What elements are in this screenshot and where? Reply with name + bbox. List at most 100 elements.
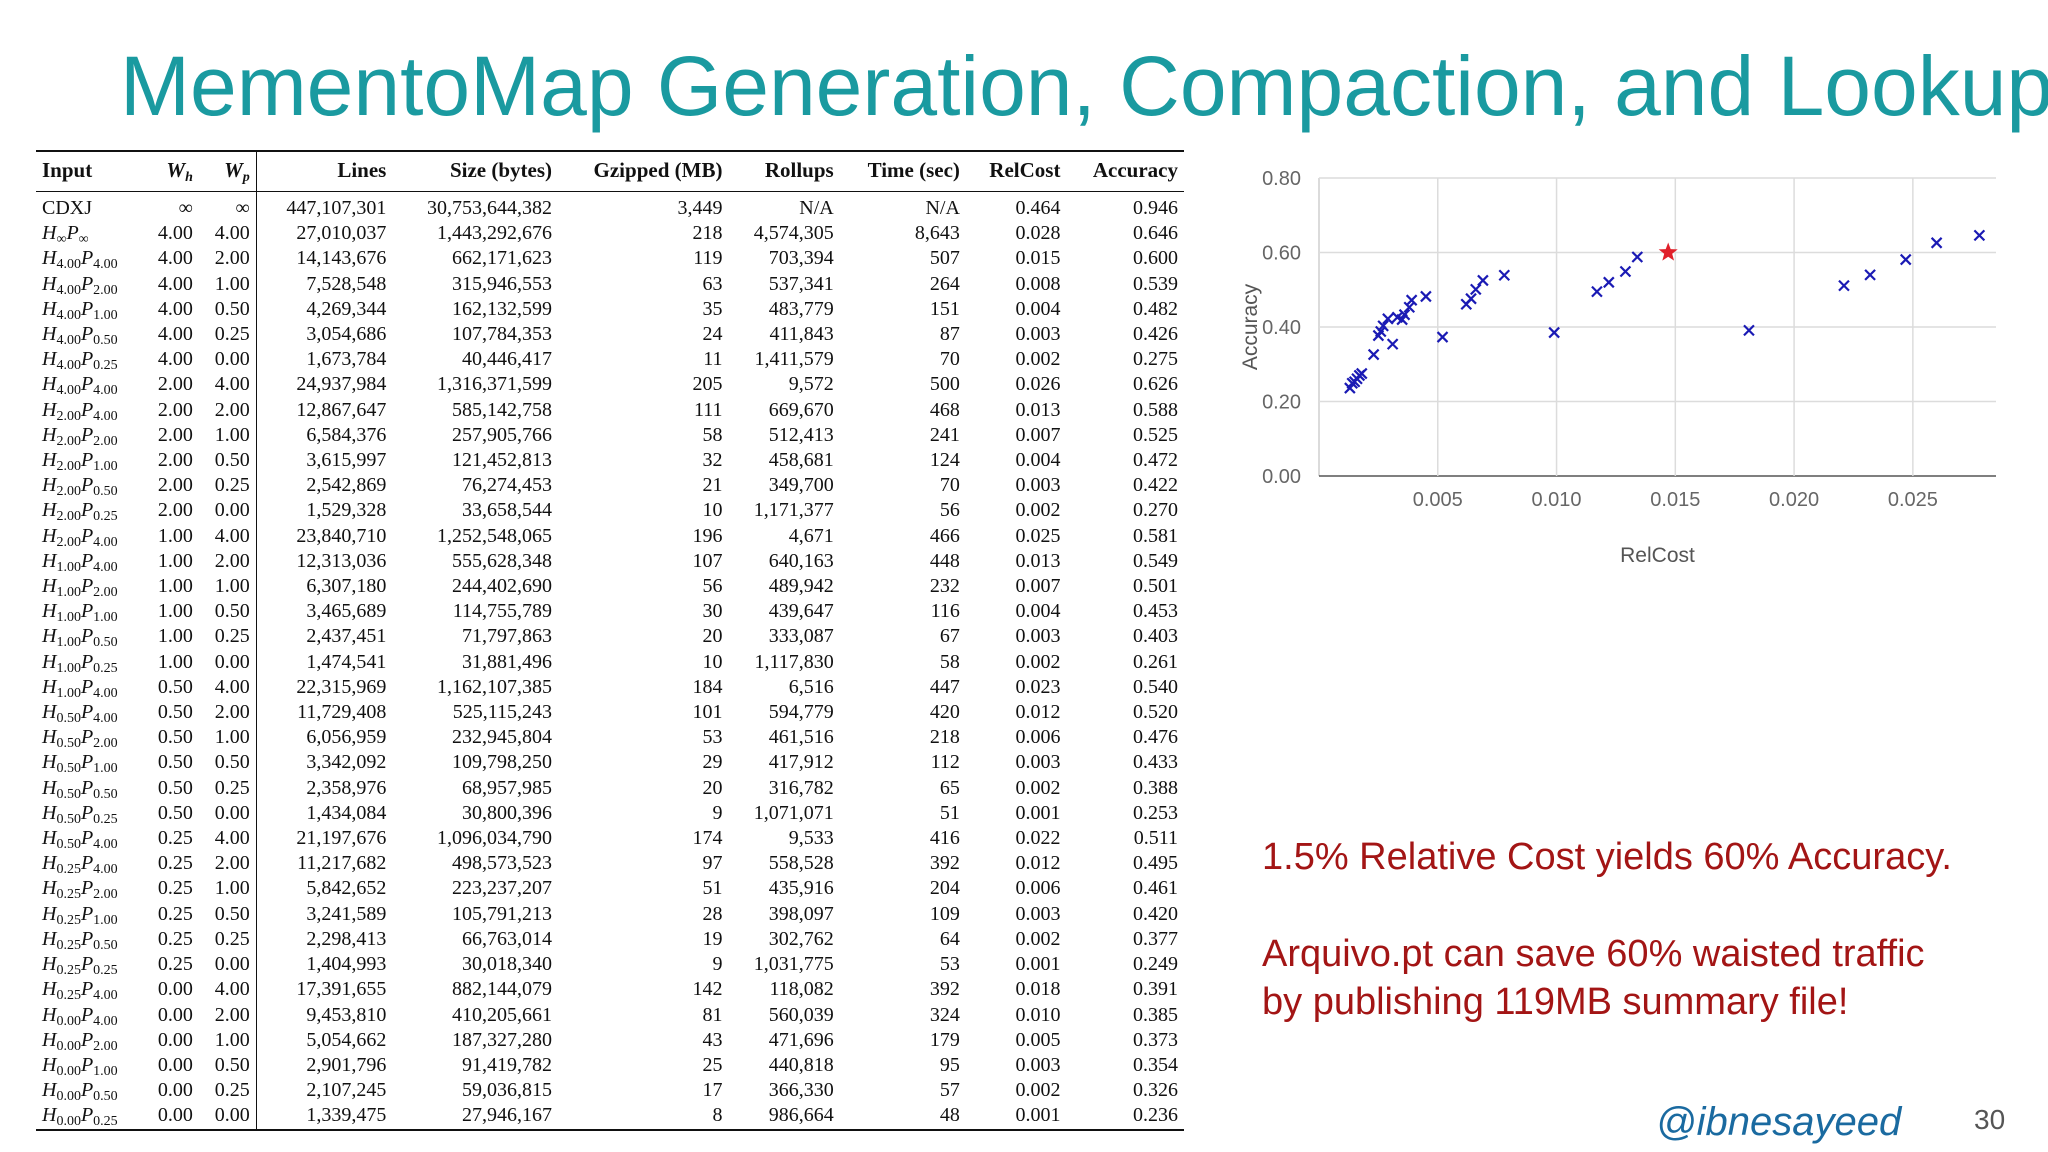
table-cell-wp: 4.00	[198, 523, 257, 549]
table-row: H2.00P4.00 1.00 4.00 23,840,710 1,252,548,06…	[36, 523, 1184, 549]
table-cell-wp: 2.00	[198, 548, 257, 575]
table-cell-input: H1.00P1.00	[36, 599, 142, 625]
input-subscript-p: 4.00	[93, 837, 118, 853]
table-cell-wp: 0.25	[198, 926, 257, 953]
input-symbol-p: P	[80, 827, 94, 850]
table-cell-size: 109,798,250	[452, 751, 553, 774]
data-point	[1372, 329, 1385, 342]
table-cell-rollups: 1,071,071	[753, 801, 834, 824]
table-cell-lines: 11,729,408	[297, 701, 387, 724]
table-cell-wp: 1.00	[198, 876, 257, 902]
table-row: H0.00P2.00 0.00 1.00 5,054,662 187,327,280 43…	[36, 1027, 1184, 1053]
table-cell-accuracy: 0.388	[1133, 776, 1178, 799]
x-tick-label: 0.020	[1769, 489, 1819, 511]
table-cell-lines: 1,673,784	[306, 348, 387, 371]
table-cell-rollups: 411,843	[769, 323, 834, 346]
input-subscript-h: 4.00	[56, 358, 81, 374]
table-cell-rollups: 417,912	[768, 751, 834, 774]
input-subscript-h: 0.50	[56, 736, 81, 752]
input-symbol-p: P	[80, 625, 94, 648]
input-symbol-h: H	[42, 323, 57, 346]
input-subscript-p: 0.25	[93, 811, 118, 827]
input-symbol-h: H	[42, 449, 57, 472]
table-cell-lines: 1,529,328	[306, 499, 387, 522]
input-symbol-p: P	[80, 877, 94, 900]
table-cell-time: 392	[929, 852, 960, 875]
table-cell-input: H0.50P0.25	[36, 801, 142, 827]
table-cell-wp: 0.00	[198, 1103, 257, 1131]
input-subscript-h: 1.00	[56, 559, 81, 575]
table-cell-rollups: 986,664	[728, 1103, 840, 1131]
table-cell-wh: 0.00	[157, 1003, 193, 1026]
data-point	[1386, 338, 1399, 350]
table-cell-rollups: 461,516	[768, 726, 834, 749]
table-cell-input: H1.00P4.00	[36, 675, 142, 701]
table-cell-wh: 0.50	[157, 701, 193, 724]
table-cell-wh: 1.00	[157, 549, 193, 572]
table-cell-size: 91,419,782	[462, 1053, 553, 1076]
table-cell-size: 232,945,804	[452, 726, 553, 749]
table-cell-gzipped: 10	[702, 650, 723, 673]
table-cell-accuracy: 0.511	[1133, 827, 1178, 850]
input-symbol-p: P	[80, 323, 94, 346]
input-symbol-p: P	[80, 474, 94, 497]
input-subscript-h: 0.25	[56, 963, 81, 979]
data-point	[1973, 229, 1986, 242]
table-cell-relcost: 0.006	[1015, 877, 1061, 900]
table-cell-relcost: 0.004	[1015, 600, 1061, 623]
table-cell-time: 70	[939, 348, 960, 371]
input-symbol-p: P	[80, 1104, 94, 1127]
table-row: H0.50P4.00 0.25 4.00 21,197,676 1,096,034,79…	[36, 826, 1184, 853]
table-cell-size: 33,658,544	[462, 499, 553, 522]
data-point	[1405, 294, 1418, 306]
table-cell-input: H0.00P1.00	[36, 1053, 142, 1079]
table-cell-wh: 2.00	[157, 474, 193, 497]
table-cell-relcost: 0.018	[1015, 978, 1061, 1001]
table-cell-relcost: 0.002	[1015, 499, 1061, 522]
input-subscript-h: 0.50	[56, 711, 81, 727]
col-accuracy: Accuracy	[1066, 150, 1184, 192]
table-cell-time: 53	[939, 953, 960, 976]
table-cell-relcost: 0.003	[1015, 625, 1061, 648]
col-wh-label: W	[166, 158, 186, 182]
input-symbol-h: H	[42, 827, 57, 850]
table-cell-time: 151	[929, 297, 960, 320]
table-cell-rollups: 333,087	[768, 625, 834, 648]
table-cell-gzipped: 184	[692, 675, 723, 698]
input-subscript-h: 4.00	[56, 257, 81, 273]
input-subscript-p: 4.00	[93, 711, 118, 727]
input-subscript-h: 2.00	[56, 408, 81, 424]
table-cell-wp: 2.00	[198, 700, 257, 726]
table-cell-time: 58	[939, 650, 960, 673]
table-cell-wh: 0.25	[157, 902, 193, 925]
table-cell-relcost: 0.010	[1015, 1003, 1061, 1026]
input-label: CDXJ	[42, 197, 93, 219]
table-cell-gzipped: 58	[702, 423, 723, 446]
input-symbol-p: P	[80, 1053, 94, 1076]
input-subscript-p: 1.00	[93, 307, 118, 323]
table-cell-relcost: 0.015	[1015, 247, 1061, 270]
table-cell-gzipped: 142	[692, 978, 723, 1001]
table-cell-accuracy: 0.946	[1133, 197, 1178, 219]
input-subscript-h: 0.25	[56, 862, 81, 878]
table-cell-lines: 1,404,993	[306, 953, 387, 976]
input-subscript-h: 0.25	[56, 912, 81, 928]
table-cell-wp: 0.50	[198, 296, 257, 323]
x-tick-label: 0.010	[1532, 489, 1582, 511]
table-cell-rollups: 1,117,830	[754, 650, 834, 673]
table-cell-size: 68,957,985	[462, 776, 553, 799]
table-cell-input: H0.25P4.00	[36, 851, 142, 878]
table-cell-relcost: 0.007	[1015, 575, 1061, 598]
table-row: H0.25P4.00 0.25 2.00 11,217,682 498,573,523 9…	[36, 851, 1184, 878]
table-cell-rollups: 349,700	[768, 474, 834, 497]
table-cell-time: 468	[929, 398, 960, 421]
input-symbol-h: H	[42, 726, 57, 749]
input-symbol-p: P	[80, 1003, 94, 1026]
table-cell-size: 1,443,292,676	[437, 222, 553, 245]
input-subscript-p: 0.50	[93, 484, 118, 500]
table-cell-accuracy: 0.461	[1133, 877, 1178, 900]
col-wh-sub: h	[185, 170, 193, 185]
table-cell-wh: 0.50	[157, 726, 193, 749]
input-symbol-h: H	[42, 348, 57, 371]
input-subscript-p: 0.50	[93, 635, 118, 651]
